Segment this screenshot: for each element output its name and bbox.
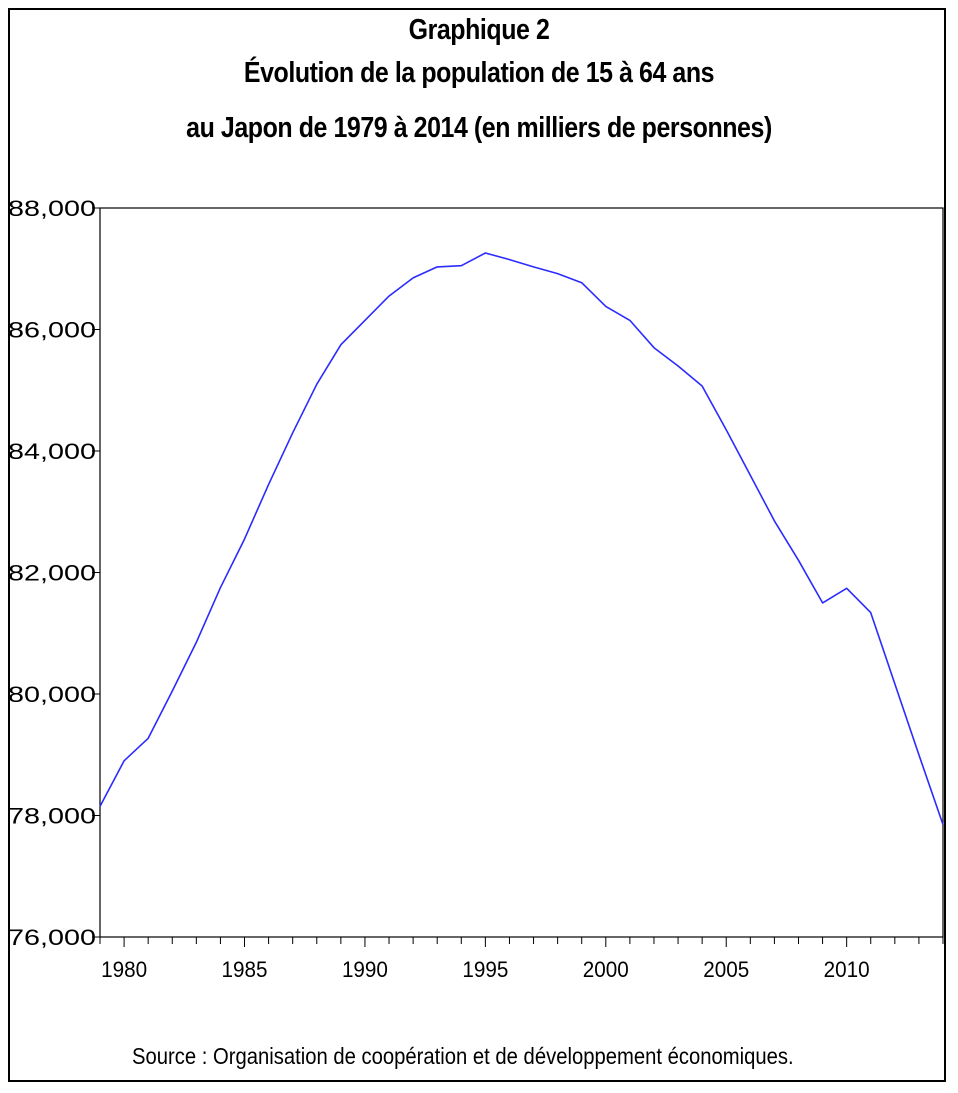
data-point xyxy=(822,602,824,604)
x-tick-label: 2005 xyxy=(703,957,749,982)
data-point xyxy=(942,824,944,826)
data-point xyxy=(581,282,583,284)
y-tick-label: 78,000 xyxy=(8,804,96,829)
chart-title-line-2: Évolution de la population de 15 à 64 an… xyxy=(243,57,715,89)
data-point xyxy=(918,754,920,756)
data-point xyxy=(388,295,390,297)
data-point xyxy=(171,690,173,692)
data-point xyxy=(509,259,511,261)
y-tick-label: 76,000 xyxy=(8,925,96,950)
data-point xyxy=(894,683,896,685)
y-tick-label: 86,000 xyxy=(8,318,96,343)
data-point xyxy=(268,484,270,486)
data-point xyxy=(220,587,222,589)
data-point xyxy=(846,587,848,589)
data-point xyxy=(436,266,438,268)
data-point xyxy=(364,320,366,322)
x-tick-label: 1980 xyxy=(101,957,147,982)
data-point xyxy=(340,344,342,346)
data-point xyxy=(605,306,607,308)
data-point xyxy=(557,273,559,275)
data-point xyxy=(629,320,631,322)
data-point xyxy=(147,738,149,740)
y-tick-label: 84,000 xyxy=(8,439,96,464)
data-point xyxy=(870,612,872,614)
data-point xyxy=(750,475,752,477)
data-point xyxy=(653,347,655,349)
data-point xyxy=(701,385,703,387)
data-point xyxy=(316,383,318,385)
data-point xyxy=(196,642,198,644)
data-point xyxy=(460,265,462,267)
data-point xyxy=(774,520,776,522)
chart-title-line-3: au Japon de 1979 à 2014 (en milliers de … xyxy=(186,112,772,144)
source-note: Source : Organisation de coopération et … xyxy=(132,1043,794,1069)
y-tick-label: 88,000 xyxy=(8,196,96,221)
data-point xyxy=(99,806,101,808)
plot-area xyxy=(99,207,944,938)
data-point xyxy=(798,560,800,562)
data-point xyxy=(485,252,487,254)
data-point xyxy=(244,538,246,540)
y-tick-label: 80,000 xyxy=(8,682,96,707)
data-point xyxy=(533,266,535,268)
x-tick-label: 1995 xyxy=(462,957,508,982)
data-point xyxy=(677,365,679,367)
data-point xyxy=(123,760,125,762)
x-tick-label: 2010 xyxy=(824,957,870,982)
data-point xyxy=(412,277,414,279)
data-point xyxy=(292,432,294,434)
population-series-line xyxy=(99,252,944,825)
data-point xyxy=(725,429,727,431)
y-tick-label: 82,000 xyxy=(8,561,96,586)
x-tick-label: 1990 xyxy=(342,957,388,982)
x-tick-label: 1985 xyxy=(222,957,268,982)
x-tick-label: 2000 xyxy=(583,957,629,982)
chart-title-line-1: Graphique 2 xyxy=(408,14,550,46)
